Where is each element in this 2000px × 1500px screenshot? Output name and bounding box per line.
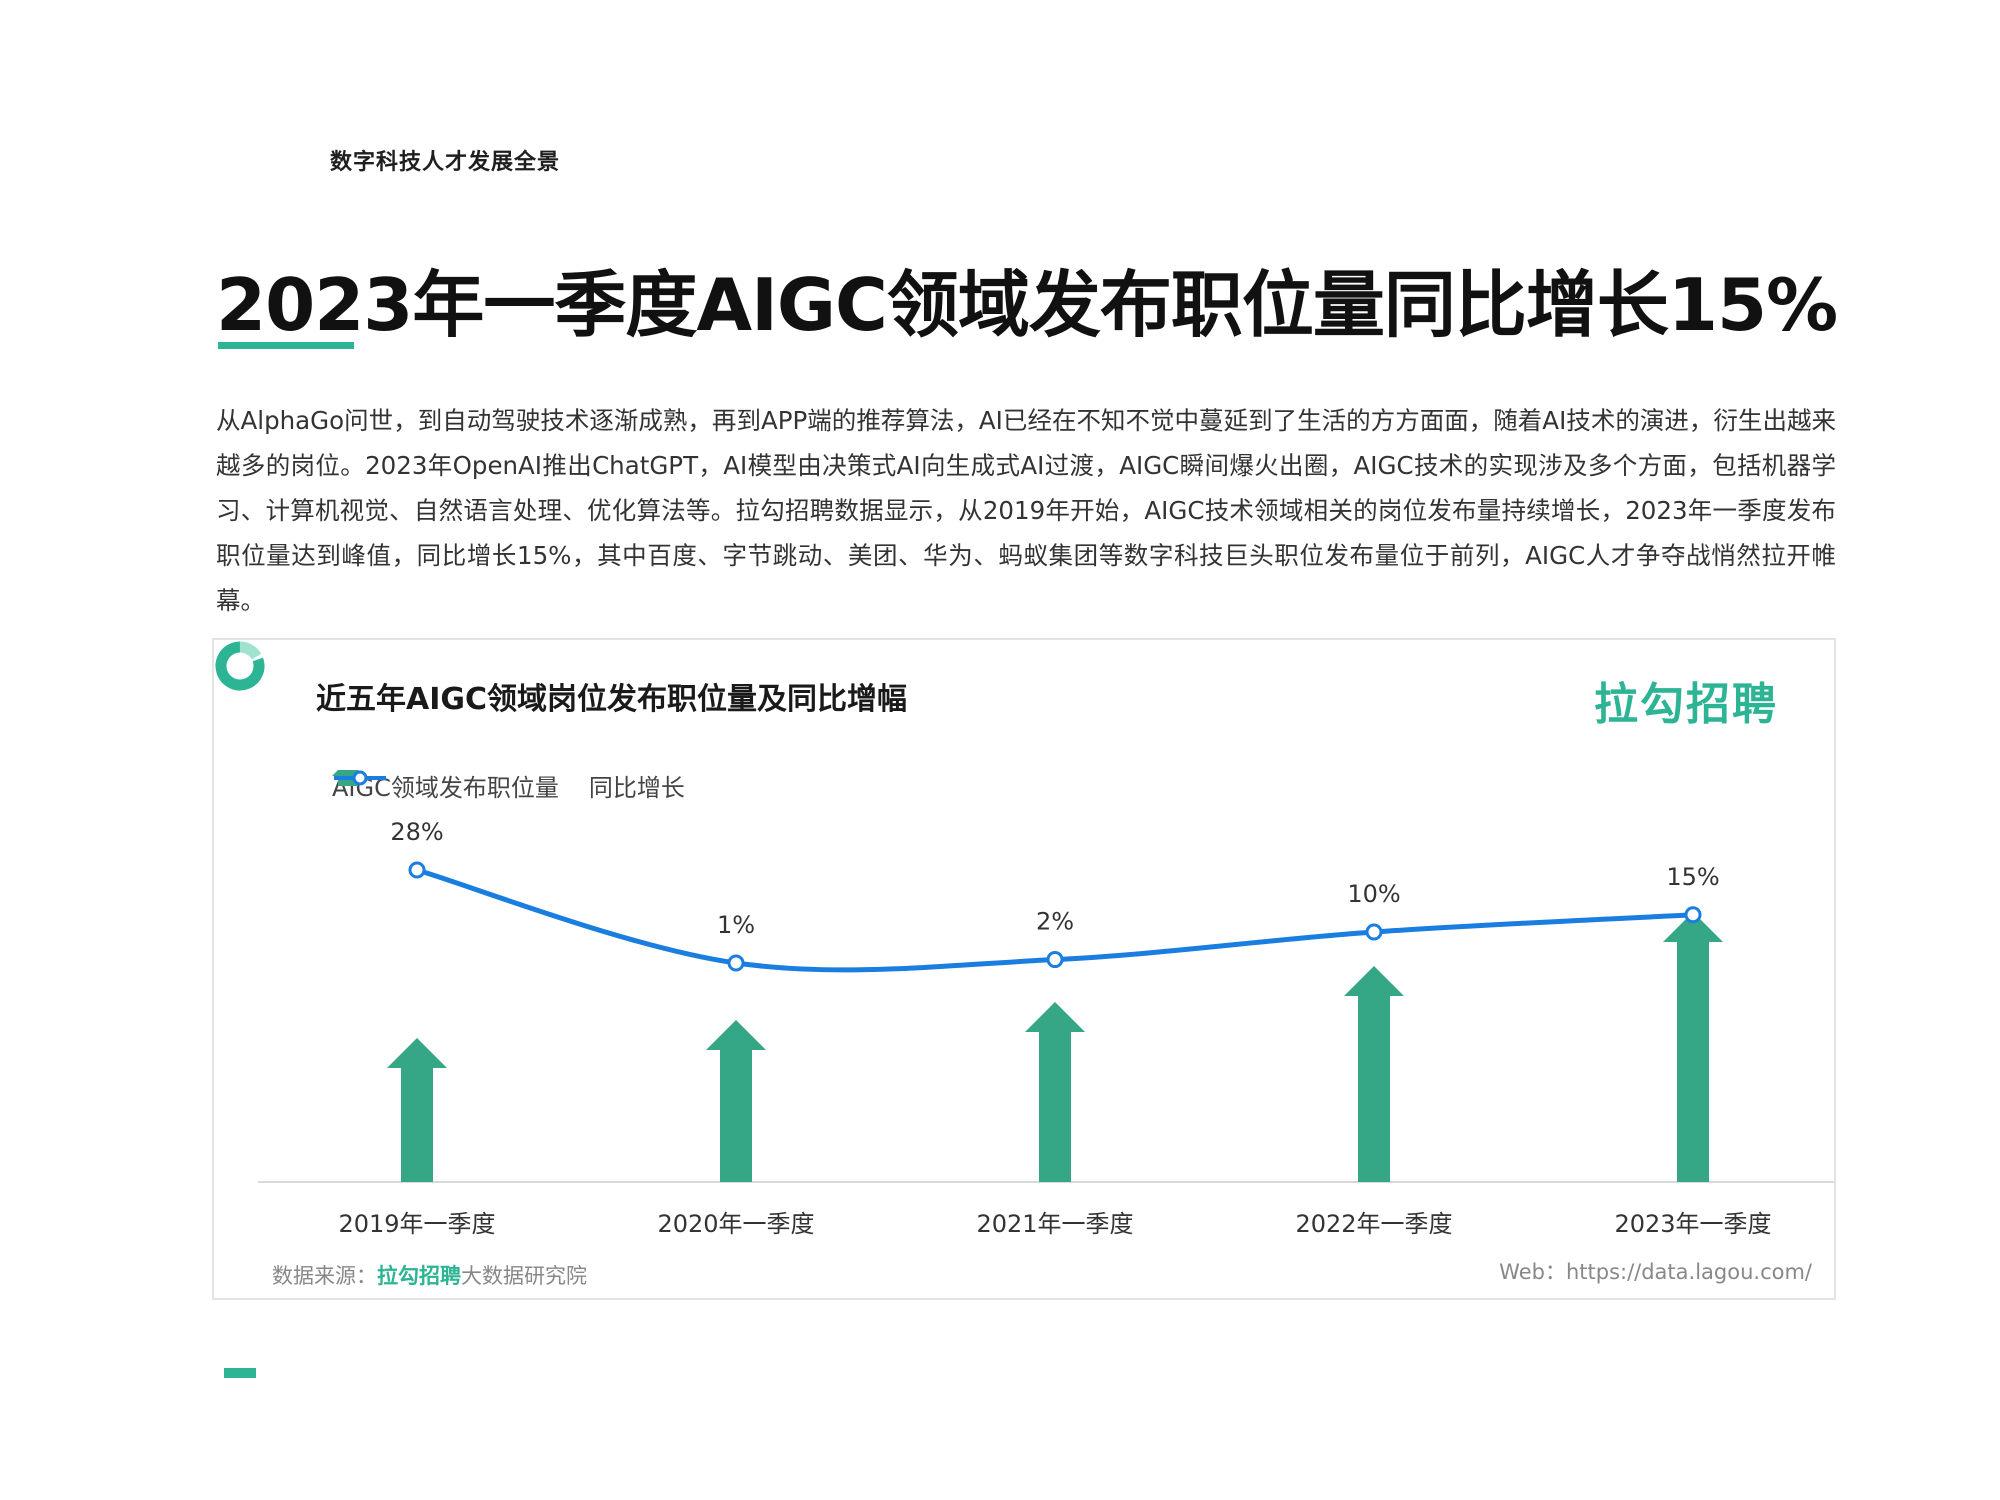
x-tick-label-5: 2023年一季度 xyxy=(1614,1210,1771,1238)
legend-label-line: 同比增长 xyxy=(588,774,685,802)
growth-point-2 xyxy=(727,954,745,972)
brand-logo: 拉勾招聘 xyxy=(1594,679,1778,730)
x-tick-label-3: 2021年一季度 xyxy=(976,1210,1133,1238)
growth-point-4 xyxy=(1365,923,1383,941)
bar-4 xyxy=(1344,966,1404,1182)
growth-label-5: 15% xyxy=(1666,863,1719,891)
bar-2 xyxy=(706,1020,766,1182)
x-tick-label-1: 2019年一季度 xyxy=(338,1210,495,1238)
growth-point-5 xyxy=(1684,906,1702,924)
growth-point-3 xyxy=(1046,951,1064,969)
growth-label-3: 2% xyxy=(1036,908,1074,936)
x-tick-label-4: 2022年一季度 xyxy=(1295,1210,1452,1238)
growth-point-1 xyxy=(408,861,426,879)
legend: AIGC领域发布职位量 同比增长 xyxy=(332,768,715,803)
chart-logo-icon xyxy=(215,641,265,691)
growth-label-1: 28% xyxy=(390,818,443,846)
bar-5 xyxy=(1663,912,1723,1182)
bottom-accent xyxy=(224,1368,256,1378)
source-suffix: 大数据研究院 xyxy=(461,1264,587,1288)
web-url: Web：https://data.lagou.com/ xyxy=(1499,1260,1812,1284)
source-prefix: 数据来源： xyxy=(272,1264,377,1288)
data-source: 数据来源：拉勾招聘大数据研究院 xyxy=(272,1260,587,1290)
bar-1 xyxy=(387,1038,447,1182)
header-label: 数字科技人才发展全景 xyxy=(330,150,561,175)
legend-item-line: 同比增长 xyxy=(334,768,685,803)
page-title: 2023年一季度AIGC领域发布职位量同比增长15% xyxy=(216,263,1838,347)
chart-plot: 28% 1% 2% 10% 15% 2019年一季度 2020年一季度 2021年一季度 202… xyxy=(258,818,1834,1238)
legend-line-swatch xyxy=(334,770,386,786)
chart-card: 近五年AIGC领域岗位发布职位量及同比增幅 拉勾招聘 AIGC领域发布职位量 同… xyxy=(212,638,1836,1300)
chart-title: 近五年AIGC领域岗位发布职位量及同比增幅 xyxy=(316,682,908,717)
intro-paragraph: 从AlphaGo问世，到自动驾驶技术逐渐成熟，再到APP端的推荐算法，AI已经在… xyxy=(216,406,1836,615)
x-tick-label-2: 2020年一季度 xyxy=(657,1210,814,1238)
growth-label-2: 1% xyxy=(717,911,755,939)
bar-3 xyxy=(1025,1002,1085,1182)
growth-label-4: 10% xyxy=(1347,880,1400,908)
title-underline xyxy=(218,342,354,349)
source-brand: 拉勾招聘 xyxy=(377,1264,461,1288)
